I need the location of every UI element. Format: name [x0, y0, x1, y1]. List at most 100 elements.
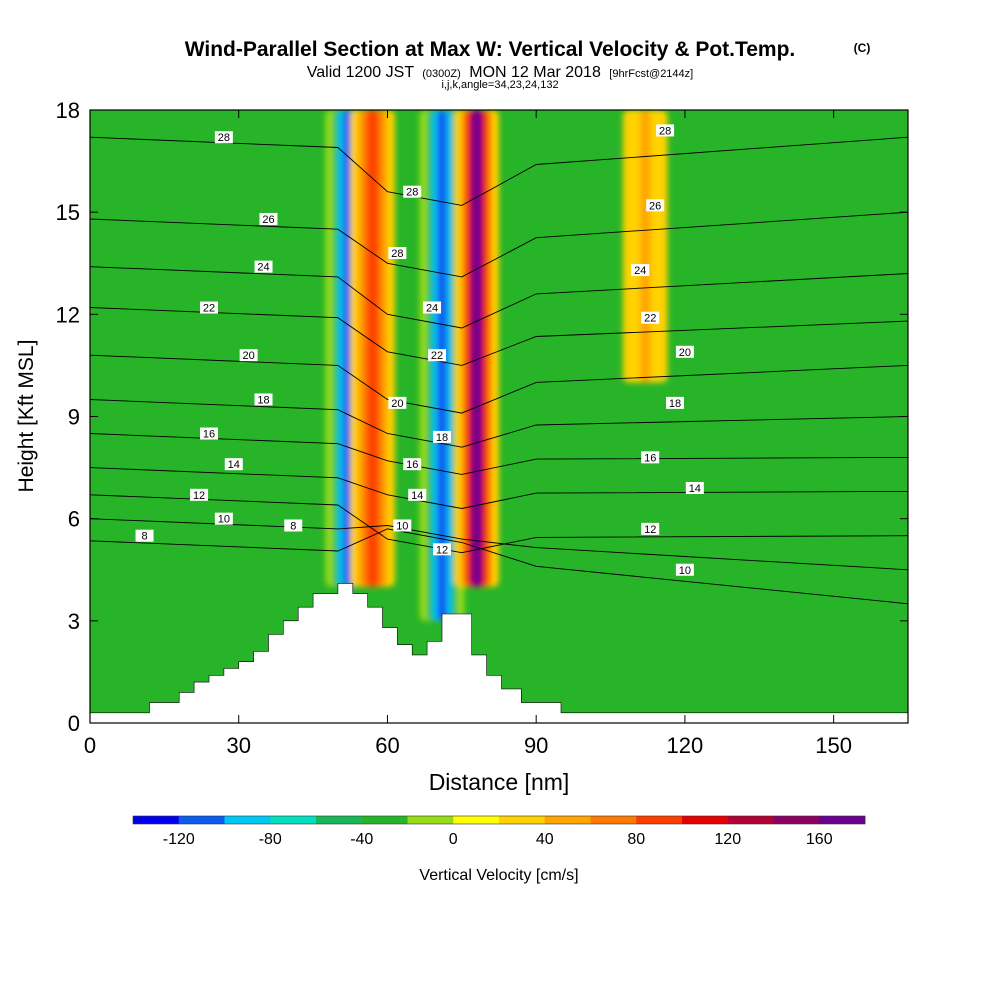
contour-label: 14 — [689, 483, 701, 495]
contour-label: 16 — [406, 459, 418, 471]
y-tick-label: 3 — [68, 609, 80, 634]
contour-label: 8 — [141, 531, 147, 543]
contour-label-bg — [432, 543, 451, 556]
colorbar-tick-label: 0 — [449, 831, 458, 848]
isentrope-8 — [90, 528, 908, 605]
contour-label-bg — [214, 131, 233, 144]
contour-label: 10 — [218, 514, 230, 526]
contour-label-bg — [190, 488, 209, 501]
contour-label: 18 — [257, 394, 269, 406]
y-tick-label: 6 — [68, 507, 80, 532]
isentrope-12 — [90, 494, 908, 554]
contour-label: 16 — [203, 429, 215, 441]
contour-label: 14 — [228, 459, 240, 471]
colorbar-tick-label: 120 — [714, 831, 741, 848]
contour-label: 26 — [262, 214, 274, 226]
x-tick-label: 150 — [815, 733, 852, 758]
contour-label-bg — [641, 311, 660, 324]
y-tick-label: 0 — [68, 711, 80, 736]
x-axis: 0 30 60 90 120 150 — [84, 110, 852, 758]
subtitle-valid: Valid 1200 JST — [307, 64, 415, 81]
subtitle-utc: (0300Z) — [422, 68, 461, 80]
contour-label: 24 — [426, 303, 438, 315]
contour-label: 12 — [436, 544, 448, 556]
isentrope-22 — [90, 307, 908, 366]
colorbar-swatch — [133, 816, 180, 824]
y-tick-label: 12 — [56, 302, 80, 327]
chart-title: Wind-Parallel Section at Max W: Vertical… — [185, 38, 796, 61]
colorbar-swatch — [544, 816, 591, 824]
contour-label: 20 — [679, 347, 691, 359]
colorbar-swatch — [224, 816, 271, 824]
plot-area: 28 26 24 22 20 18 16 14 12 10 8 8 28 28 24 22 20 18 16 14 10… — [56, 98, 909, 758]
colorbar-tick-label: 160 — [806, 831, 833, 848]
x-tick-label: 0 — [84, 733, 96, 758]
colorbar-tick-label: 40 — [536, 831, 554, 848]
contour-label-bg — [675, 563, 694, 576]
isentrope-26 — [90, 211, 908, 278]
colorbar-swatch — [361, 816, 408, 824]
contour-label: 10 — [679, 565, 691, 577]
contour-label: 22 — [431, 350, 443, 362]
colorbar-swatch — [819, 816, 866, 824]
colorbar-swatch — [773, 816, 820, 824]
colorbar-swatch — [270, 816, 317, 824]
chart-subtitle: Valid 1200 JST (0300Z) MON 12 Mar 2018 [… — [307, 64, 693, 81]
contour-label: 20 — [243, 350, 255, 362]
chart-title-tag: (C) — [854, 41, 871, 55]
velocity-feature-3-level-3 — [471, 110, 482, 587]
contour-label-bg — [641, 522, 660, 535]
isentrope-16 — [90, 433, 908, 475]
contour-label-bg — [403, 185, 422, 198]
colorbar-swatch — [727, 816, 774, 824]
contour-label: 28 — [659, 125, 671, 137]
contour-label: 20 — [391, 398, 403, 410]
y-axis-label: Height [Kft MSL] — [15, 340, 38, 493]
isentrope-20 — [90, 354, 908, 414]
x-tick-label: 30 — [226, 733, 250, 758]
subtitle-date: MON 12 Mar 2018 — [469, 64, 601, 81]
contour-label: 28 — [406, 187, 418, 199]
contour-label: 12 — [193, 490, 205, 502]
contour-label-bg — [631, 264, 650, 277]
x-axis-label: Distance [nm] — [429, 769, 570, 795]
isentrope-14 — [90, 467, 908, 509]
terrain — [89, 583, 909, 724]
isentrope-28 — [90, 136, 908, 206]
contour-label-bg — [254, 260, 273, 273]
colorbar-tick-label: 80 — [627, 831, 645, 848]
contour-label: 10 — [396, 520, 408, 532]
isentrope-contours — [90, 136, 908, 605]
colorbar-frame — [132, 815, 866, 825]
contour-label-bg — [423, 301, 442, 314]
contour-label-bg — [214, 512, 233, 525]
contour-label-bg — [432, 430, 451, 443]
colorbar-swatch — [178, 816, 225, 824]
contour-label-bg — [675, 345, 694, 358]
y-tick-label: 9 — [68, 405, 80, 430]
colorbar-tick-label: -120 — [163, 831, 195, 848]
y-tick-label: 18 — [56, 98, 80, 123]
contour-label-bg — [685, 482, 704, 495]
contour-label: 18 — [669, 398, 681, 410]
contour-label-bg — [403, 458, 422, 471]
contour-label: 18 — [436, 432, 448, 444]
contour-label: 24 — [634, 265, 646, 277]
terrain-profile — [89, 583, 909, 724]
subtitle-index: i,j,k,angle=34,23,24,132 — [441, 79, 558, 91]
contour-label: 14 — [411, 490, 423, 502]
contour-label-bg — [393, 519, 412, 532]
colorbar-label: Vertical Velocity [cm/s] — [419, 867, 578, 884]
contour-label-bg — [646, 199, 665, 212]
contour-label: 12 — [644, 524, 656, 536]
colorbar-swatch — [590, 816, 637, 824]
colorbar-swatch — [316, 816, 363, 824]
colorbar-tick-label: -80 — [259, 831, 282, 848]
contour-label-bg — [254, 393, 273, 406]
x-tick-label: 60 — [375, 733, 399, 758]
contour-label-bg — [259, 212, 278, 225]
subtitle-forecast: [9hrFcst@2144z] — [609, 68, 693, 80]
contour-label: 26 — [649, 200, 661, 212]
contour-label-bg — [199, 301, 218, 314]
colorbar-swatch — [407, 816, 454, 824]
